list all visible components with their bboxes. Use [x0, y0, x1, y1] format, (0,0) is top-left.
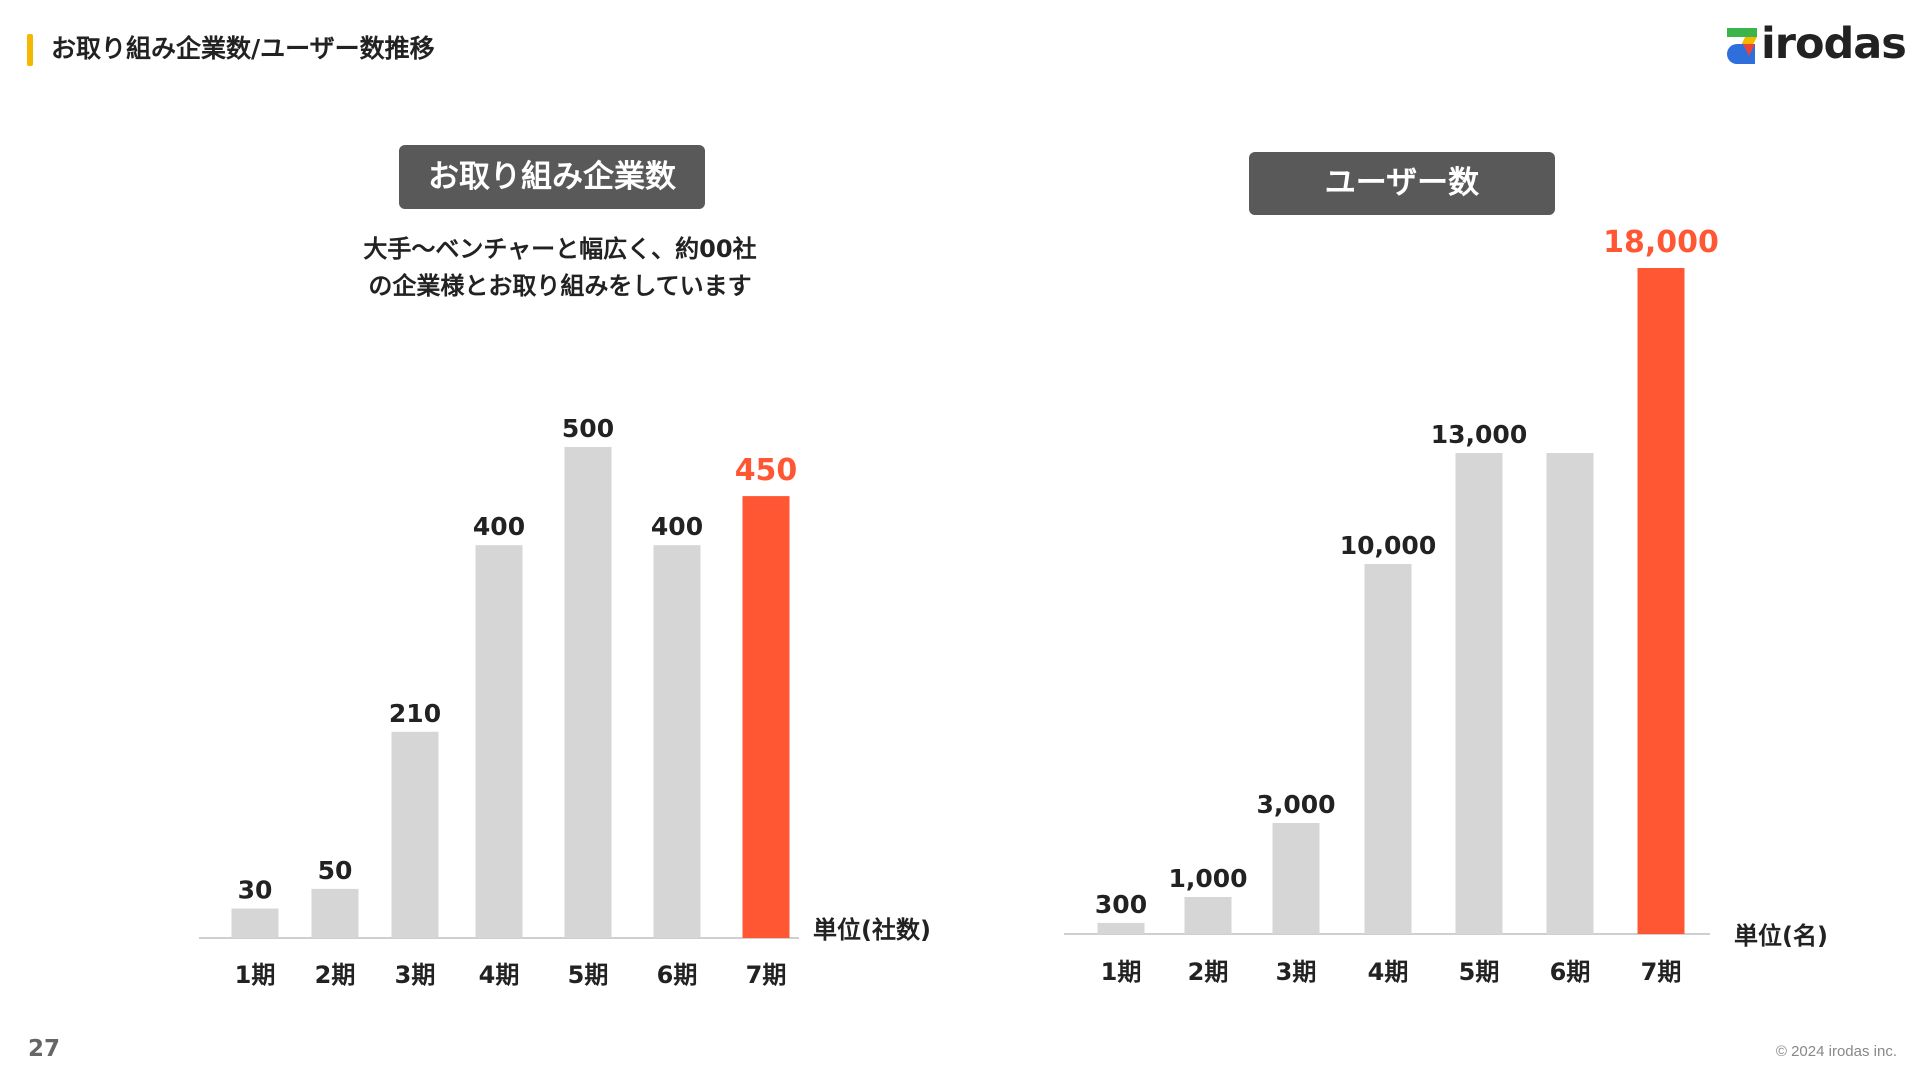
companies-chart-title: お取り組み企業数 — [399, 145, 705, 209]
irodas-logo-mark-icon — [1727, 28, 1757, 64]
users-category-label-4: 4期 — [1368, 958, 1409, 986]
companies-category-label-6: 6期 — [657, 961, 698, 989]
companies-bar-7 — [742, 496, 790, 938]
companies-value-label-2: 50 — [318, 856, 353, 885]
users-value-label-4: 10,000 — [1340, 531, 1436, 560]
users-bar-4 — [1364, 564, 1412, 934]
copyright-text: © 2024 irodas inc. — [1775, 1043, 1897, 1060]
users-bar-7 — [1637, 268, 1685, 934]
companies-bar-3 — [391, 731, 439, 938]
companies-description-line-1: 大手〜ベンチャーと幅広く、約00社 — [363, 235, 757, 263]
irodas-logo: irodas — [1727, 19, 1907, 69]
users-category-label-7: 7期 — [1641, 958, 1682, 986]
users-category-label-2: 2期 — [1188, 958, 1229, 986]
companies-value-label-5: 500 — [562, 414, 614, 443]
companies-category-label-2: 2期 — [315, 961, 356, 989]
users-chart-title: ユーザー数 — [1249, 152, 1555, 215]
users-bar-5 — [1455, 453, 1503, 934]
companies-category-label-1: 1期 — [235, 961, 276, 989]
companies-bar-1 — [231, 908, 279, 938]
users-category-label-3: 3期 — [1276, 958, 1317, 986]
companies-unit-label: 単位(社数) — [813, 916, 931, 944]
companies-bar-6 — [653, 545, 701, 938]
companies-description-line-2: の企業様とお取り組みをしています — [368, 272, 752, 300]
users-bar-6 — [1546, 453, 1594, 934]
page-title: お取り組み企業数/ユーザー数推移 — [51, 34, 435, 63]
users-bar-1 — [1097, 922, 1145, 934]
users-value-label-3: 3,000 — [1256, 790, 1335, 819]
irodas-logo-text: irodas — [1761, 19, 1907, 69]
users-bar-3 — [1272, 823, 1320, 934]
companies-category-label-7: 7期 — [746, 961, 787, 989]
users-category-label-6: 6期 — [1550, 958, 1591, 986]
users-value-label-5: 13,000 — [1431, 420, 1527, 449]
users-category-label-1: 1期 — [1101, 958, 1142, 986]
companies-value-label-6: 400 — [651, 512, 703, 541]
users-unit-label: 単位(名) — [1734, 922, 1828, 950]
companies-value-label-4: 400 — [473, 512, 525, 541]
page-number: 27 — [28, 1036, 61, 1062]
users-value-label-7: 18,000 — [1603, 225, 1719, 260]
companies-category-label-4: 4期 — [479, 961, 520, 989]
users-category-label-5: 5期 — [1459, 958, 1500, 986]
companies-bar-4 — [475, 545, 523, 938]
companies-value-label-3: 210 — [389, 699, 441, 728]
companies-category-label-5: 5期 — [568, 961, 609, 989]
companies-bar-5 — [564, 447, 612, 938]
users-value-label-1: 300 — [1095, 890, 1147, 919]
users-bar-2 — [1184, 897, 1232, 934]
users-value-label-2: 1,000 — [1168, 864, 1247, 893]
companies-value-label-7: 450 — [735, 453, 798, 488]
companies-value-label-1: 30 — [238, 876, 273, 905]
companies-bar-2 — [311, 888, 359, 938]
header-accent-bar — [27, 34, 33, 66]
companies-category-label-3: 3期 — [395, 961, 436, 989]
